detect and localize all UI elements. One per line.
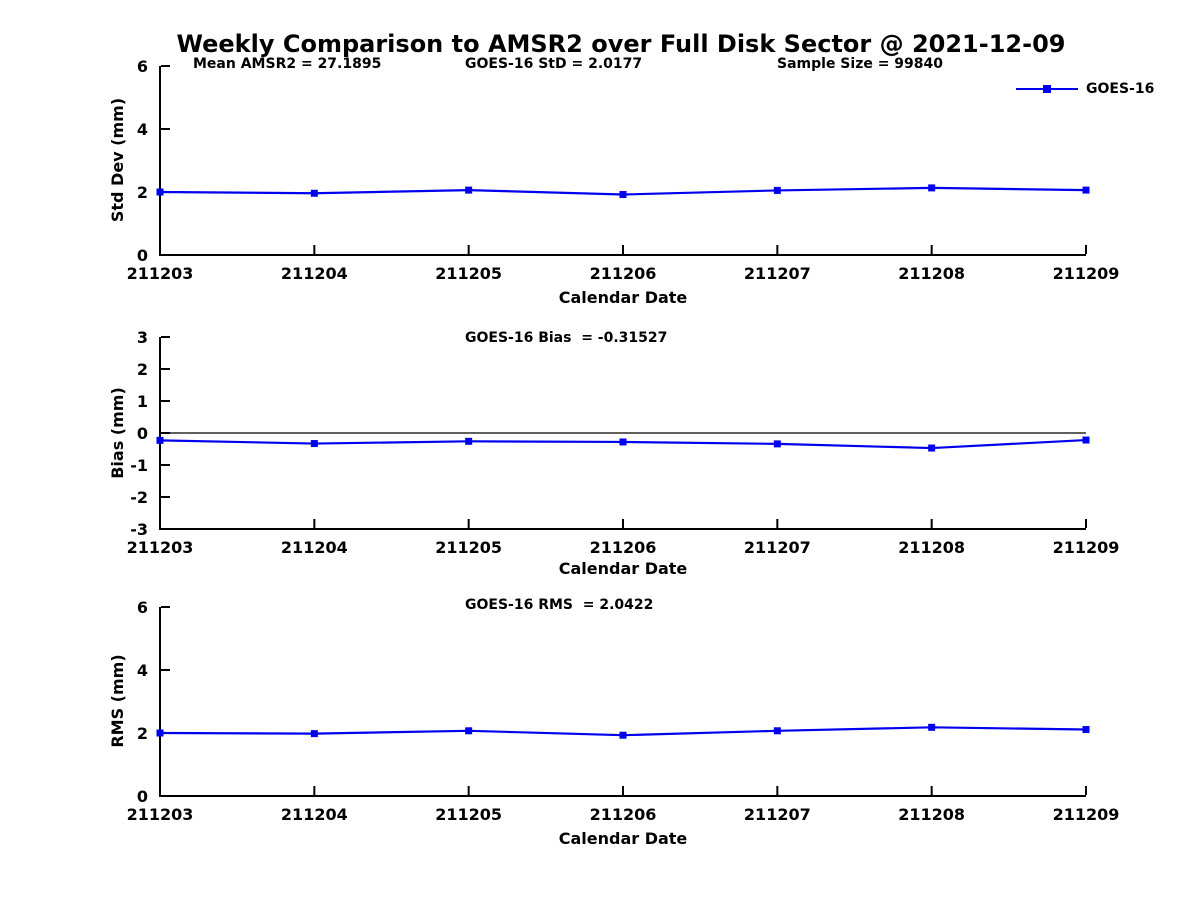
annotation-goes16-rms: GOES-16 RMS = 2.0422 [465, 597, 654, 613]
data-point [156, 729, 164, 737]
y-tick-label: 4 [137, 661, 148, 680]
data-point [1082, 436, 1090, 444]
y-axis-label-bias: Bias (mm) [108, 387, 127, 479]
stddev-plot: 0 2 4 6 211203 211204 211205 211206 211207 211208… [127, 57, 1120, 283]
x-tick-label: 211203 [127, 538, 194, 557]
annotation-goes16-std: GOES-16 StD = 2.0177 [465, 56, 643, 72]
legend: GOES-16 [1016, 80, 1154, 98]
data-point [310, 440, 318, 448]
data-point [1082, 186, 1090, 194]
x-tick-label: 211209 [1053, 264, 1120, 283]
x-tick-label: 211203 [127, 805, 194, 824]
annotation-mean-amsr2: Mean AMSR2 = 27.1895 [193, 56, 382, 72]
y-tick-label: 0 [137, 424, 148, 443]
x-axis-label-stddev: Calendar Date [558, 288, 688, 307]
y-tick-label: 4 [137, 120, 148, 139]
data-point [928, 723, 936, 731]
x-tick-label: 211203 [127, 264, 194, 283]
x-tick-label: 211207 [744, 538, 811, 557]
data-point [1082, 726, 1090, 734]
data-point [465, 727, 473, 735]
data-point [928, 444, 936, 452]
data-point [156, 188, 164, 196]
axis-spines [159, 607, 1086, 797]
x-tick-label: 211207 [744, 264, 811, 283]
y-tick-label: 3 [137, 328, 148, 347]
data-point [619, 438, 627, 446]
axis-spines [159, 66, 1086, 256]
y-axis-label-rms: RMS (mm) [108, 654, 127, 748]
x-tick-label: 211204 [281, 805, 348, 824]
y-tick-label: -3 [130, 520, 148, 539]
annotation-sample-size: Sample Size = 99840 [777, 56, 944, 72]
data-point [465, 186, 473, 194]
data-point [773, 727, 781, 735]
y-tick-label: -2 [130, 488, 148, 507]
x-tick-label: 211208 [898, 805, 965, 824]
x-tick-label: 211205 [435, 805, 502, 824]
y-tick-label: -1 [130, 456, 148, 475]
x-tick-label: 211204 [281, 264, 348, 283]
x-tick-label: 211206 [590, 805, 657, 824]
data-point [465, 437, 473, 445]
y-tick-label: 2 [137, 724, 148, 743]
x-tick-label: 211204 [281, 538, 348, 557]
y-tick-label: 1 [137, 392, 148, 411]
y-axis-label-stddev: Std Dev (mm) [108, 97, 127, 223]
x-tick-label: 211205 [435, 538, 502, 557]
y-tick-label: 2 [137, 183, 148, 202]
bias-plot: -3 -2 -1 0 1 2 3 211203 211204 211205 211206 211207… [127, 328, 1120, 557]
data-point [619, 731, 627, 739]
x-tick-label: 211205 [435, 264, 502, 283]
x-tick-label: 211206 [590, 264, 657, 283]
data-point [619, 191, 627, 199]
data-point [310, 730, 318, 738]
data-point [773, 440, 781, 448]
y-tick-label: 0 [137, 246, 148, 265]
y-tick-label: 6 [137, 57, 148, 76]
axis-spines [159, 337, 1086, 530]
data-point [773, 186, 781, 194]
data-point [156, 436, 164, 444]
x-tick-label: 211208 [898, 538, 965, 557]
data-point [310, 189, 318, 197]
figure-title: Weekly Comparison to AMSR2 over Full Dis… [176, 30, 1066, 58]
x-axis-label-rms: Calendar Date [558, 829, 688, 848]
y-tick-label: 0 [137, 787, 148, 806]
x-tick-label: 211209 [1053, 805, 1120, 824]
y-tick-label: 6 [137, 598, 148, 617]
x-axis-label-bias: Calendar Date [558, 559, 688, 578]
rms-plot: 0 2 4 6 211203 211204 211205 211206 211207 211208… [127, 598, 1120, 824]
y-tick-label: 2 [137, 360, 148, 379]
data-point [928, 184, 936, 192]
x-tick-label: 211208 [898, 264, 965, 283]
x-tick-label: 211206 [590, 538, 657, 557]
annotation-goes16-bias: GOES-16 Bias = -0.31527 [465, 330, 668, 346]
legend-line-marker-icon [1016, 85, 1078, 93]
x-tick-label: 211207 [744, 805, 811, 824]
legend-label: GOES-16 [1086, 81, 1155, 97]
x-tick-label: 211209 [1053, 538, 1120, 557]
